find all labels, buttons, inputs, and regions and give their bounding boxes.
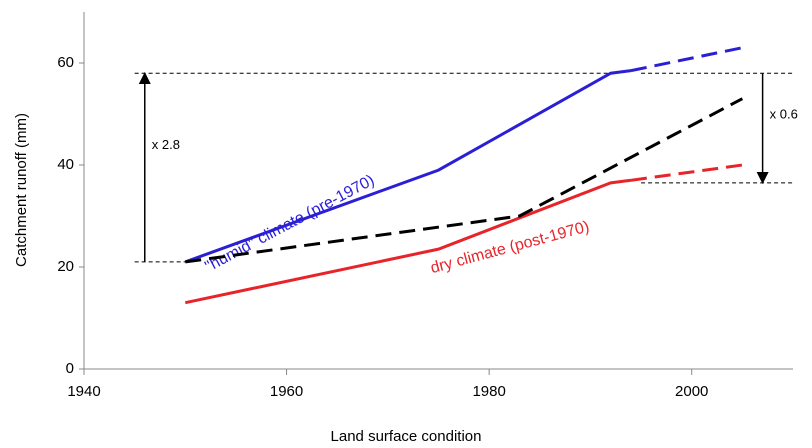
y-tick-label: 40 (57, 156, 74, 173)
series-label: dry climate (post-1970) (429, 218, 591, 277)
x-tick-label: 2000 (675, 383, 708, 400)
series-line (630, 163, 743, 182)
x-axis-title: Land surface condition (331, 428, 482, 445)
x-tick-label: 1960 (270, 383, 303, 400)
series-label: "humid" climate (pre-1970) (202, 172, 377, 276)
series-line (184, 69, 632, 264)
series-line (630, 46, 743, 73)
series-line (185, 97, 744, 264)
y-tick-label: 0 (66, 360, 74, 377)
y-tick-label: 60 (57, 54, 74, 71)
y-tick-label: 20 (57, 258, 74, 275)
x-tick-label: 1980 (472, 383, 505, 400)
y-axis-title: Catchment runoff (mm) (13, 113, 30, 267)
x-tick-label: 1940 (67, 383, 100, 400)
ratio-label: x 2.8 (152, 137, 180, 152)
ratio-label: x 0.6 (770, 106, 798, 121)
series-line (184, 178, 632, 305)
